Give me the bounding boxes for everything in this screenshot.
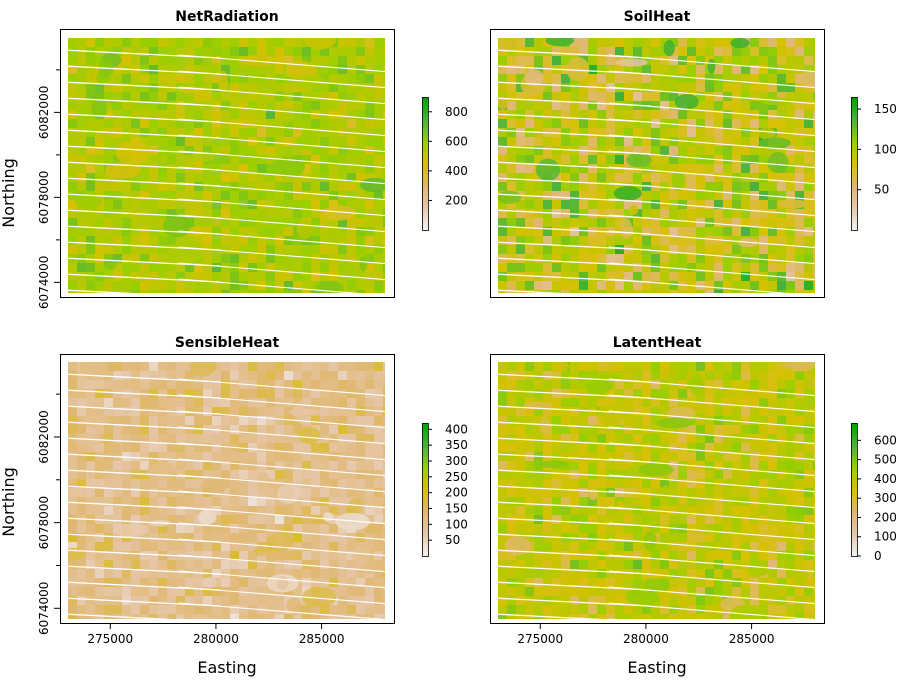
y-tick-label: 6082000: [37, 410, 51, 463]
legend-tick-label: 50: [445, 533, 460, 547]
panel-title: SensibleHeat: [175, 335, 280, 351]
y-tick-label: 6078000: [37, 496, 51, 549]
panel-sensibleheat: SensibleHeat 6074000 6078000 6082000 Northin…: [0, 335, 468, 677]
legend-tick-label: 200: [445, 486, 468, 500]
legend-tick-label: 200: [445, 193, 468, 207]
legend-tick-label: 500: [874, 453, 897, 467]
legend-tick-label: 600: [874, 433, 897, 447]
legend-tick-label: 200: [874, 510, 897, 524]
colorbar-legend: 50 100 150: [851, 97, 897, 231]
legend-tick-label: 400: [874, 472, 897, 486]
legend-tick-label: 100: [874, 530, 897, 544]
y-tick-label: 6078000: [37, 171, 51, 224]
raster-image: [498, 362, 815, 619]
panel-title: NetRadiation: [175, 9, 278, 25]
legend-tick-label: 100: [445, 517, 468, 531]
panel-title: SoilHeat: [624, 9, 691, 25]
x-axis-label: Easting: [197, 658, 256, 677]
legend-tick-label: 50: [874, 183, 889, 197]
legend-tick-label: 400: [445, 422, 468, 436]
plot-frame: [490, 29, 825, 298]
legend-tick-label: 400: [445, 164, 468, 178]
x-tick-label: 280000: [193, 632, 239, 646]
y-axis-label: Northing: [0, 158, 18, 228]
y-tick-label: 6082000: [37, 86, 51, 139]
legend-tick-label: 600: [445, 134, 468, 148]
legend-tick-label: 300: [874, 491, 897, 505]
legend-tick-label: 150: [445, 502, 468, 516]
legend-tick-label: 100: [874, 142, 897, 156]
panel-netradiation: NetRadiation 6074000 6078000 6082000 Northin…: [0, 9, 468, 309]
x-tick-label: 275000: [87, 632, 133, 646]
colorbar-legend: 200 400 600 800: [422, 97, 468, 231]
y-axis-label: Northing: [0, 467, 18, 537]
x-tick-label: 280000: [623, 632, 669, 646]
y-tick-label: 6074000: [37, 256, 51, 309]
legend-tick-label: 350: [445, 438, 468, 452]
x-tick-label: 275000: [517, 632, 563, 646]
raster-image: [68, 362, 385, 619]
y-tick-label: 6074000: [37, 582, 51, 635]
raster-image: [68, 38, 385, 293]
legend-tick-label: 800: [445, 105, 468, 119]
x-axis-label: Easting: [627, 658, 686, 677]
x-tick-label: 285000: [299, 632, 345, 646]
plot-frame: [60, 354, 395, 624]
panel-soilheat: SoilHeat 50 100 150: [490, 9, 897, 298]
x-tick-label: 285000: [729, 632, 775, 646]
legend-tick-label: 150: [874, 102, 897, 116]
plot-frame: [490, 354, 825, 624]
panel-latentheat: LatentHeat 275000 280000 285000 Easting 0 100 2…: [490, 335, 897, 677]
colorbar-legend: 0 100 200 300 400 500 600: [851, 423, 897, 563]
legend-tick-label: 250: [445, 470, 468, 484]
plot-frame: [60, 29, 395, 298]
legend-tick-label: 0: [874, 549, 882, 563]
panel-title: LatentHeat: [613, 335, 702, 351]
legend-tick-label: 300: [445, 454, 468, 468]
raster-image: [498, 38, 815, 293]
